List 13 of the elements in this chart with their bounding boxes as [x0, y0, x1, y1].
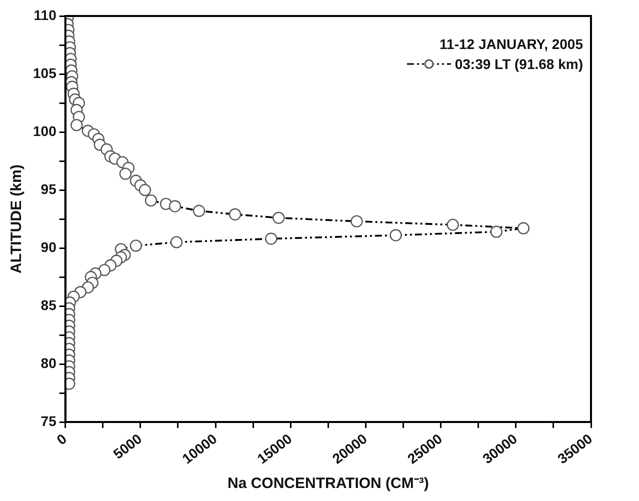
y-tick-label: 105 [33, 64, 57, 81]
y-tick-label: 100 [33, 122, 57, 139]
y-tick-label: 90 [40, 238, 57, 255]
x-axis-title: Na CONCENTRATION (CM⁻³) [227, 475, 429, 492]
y-axis-title: ALTITUDE (km) [8, 164, 26, 274]
legend-title: 11-12 JANUARY, 2005 [438, 35, 583, 54]
y-tick-label: 75 [40, 412, 57, 429]
y-tick-label: 110 [34, 6, 57, 23]
y-tick-label: 80 [40, 354, 57, 371]
y-tick-label: 85 [40, 296, 57, 313]
y-tick-label: 95 [40, 180, 57, 197]
x-tick-label: 0 [54, 430, 70, 448]
legend-label: 03:39 LT (91.68 km) [454, 55, 583, 74]
